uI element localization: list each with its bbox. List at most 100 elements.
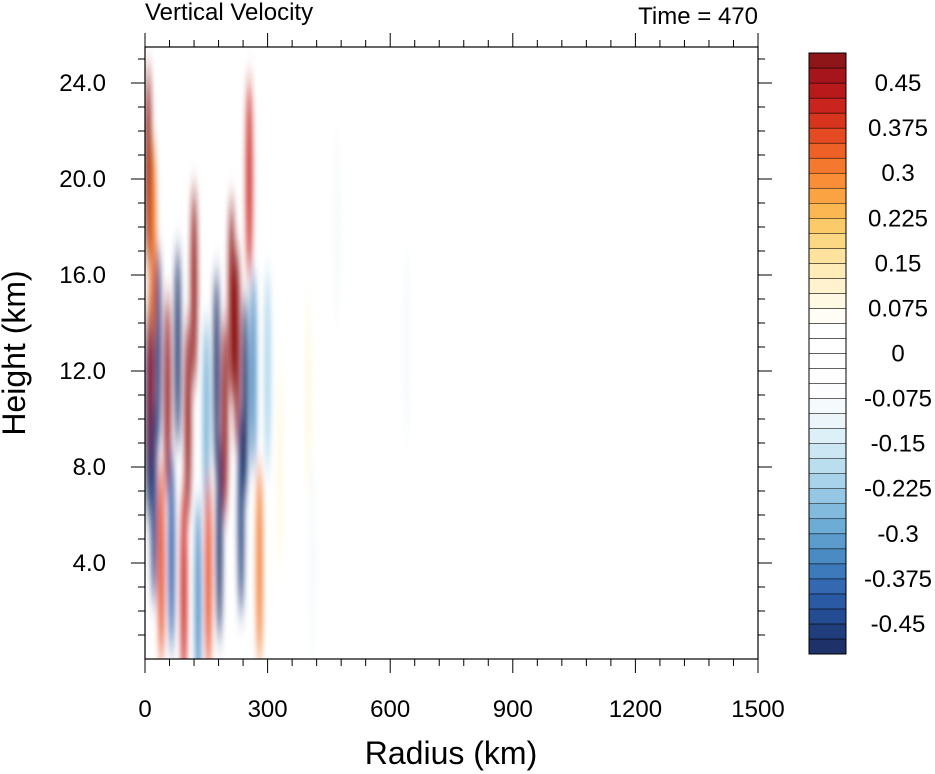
colorbar-swatch <box>808 548 847 565</box>
velocity-feature <box>216 438 223 640</box>
colorbar-swatch <box>808 233 847 249</box>
velocity-feature <box>221 318 228 520</box>
velocity-feature <box>403 246 410 448</box>
colorbar-swatch <box>808 52 847 69</box>
colorbar-swatch <box>808 623 847 640</box>
y-tick-labels: 4.0 8.0 12.0 16.0 20.0 24.0 <box>59 70 106 577</box>
chart-subtitle: Time = 470 <box>638 3 758 30</box>
colorbar-swatch <box>808 142 847 159</box>
x-tick-label: 300 <box>248 696 288 723</box>
velocity-feature <box>180 486 187 659</box>
colorbar-label: 0.375 <box>868 115 928 142</box>
colorbar-label: -0.3 <box>877 521 918 548</box>
velocity-feature <box>184 318 191 520</box>
velocity-feature <box>309 462 316 659</box>
colorbar-swatch <box>808 203 847 219</box>
colorbar-swatch <box>808 608 847 625</box>
colorbar-label: 0.15 <box>875 250 922 277</box>
velocity-feature <box>250 270 257 472</box>
colorbar-swatch <box>808 248 847 264</box>
velocity-feature <box>203 318 210 520</box>
colorbar-swatch <box>808 187 847 204</box>
colorbar-label: 0.45 <box>875 70 922 97</box>
colorbar-swatch <box>808 428 847 444</box>
colorbar <box>808 52 847 655</box>
colorbar-swatch <box>808 413 847 429</box>
colorbar-frame <box>808 52 847 655</box>
colorbar-swatch <box>808 443 847 459</box>
colorbar-label: 0.075 <box>868 295 928 322</box>
y-tick-label: 8.0 <box>73 454 106 481</box>
x-tick-labels: 0 300 600 900 1200 1500 <box>138 696 784 723</box>
colorbar-label: 0.225 <box>868 205 928 232</box>
y-tick-label: 20.0 <box>59 166 106 193</box>
y-tick-label: 12.0 <box>59 358 106 385</box>
colorbar-swatch <box>808 563 847 580</box>
y-tick-label: 4.0 <box>73 550 106 577</box>
colorbar-swatch <box>808 293 847 309</box>
velocity-feature <box>174 246 181 448</box>
x-tick-label: 900 <box>493 696 533 723</box>
colorbar-swatch <box>808 383 847 399</box>
velocity-feature <box>242 294 249 496</box>
colorbar-swatch <box>808 67 847 84</box>
velocity-feature <box>238 414 245 616</box>
x-tick-label: 1500 <box>731 696 784 723</box>
colorbar-swatch <box>808 518 847 535</box>
colorbar-swatch <box>808 112 847 129</box>
velocity-feature <box>256 462 263 659</box>
colorbar-swatch <box>808 82 847 99</box>
colorbar-label: -0.075 <box>864 386 932 413</box>
y-axis-label: Height (km) <box>0 270 32 435</box>
colorbar-label: 0.3 <box>881 160 914 187</box>
chart-title: Vertical Velocity <box>145 0 313 26</box>
colorbar-swatch <box>808 338 847 354</box>
colorbar-swatch <box>808 593 847 610</box>
velocity-feature <box>233 246 240 448</box>
colorbar-swatch <box>808 578 847 595</box>
colorbar-label: 0 <box>891 341 904 368</box>
colorbar-swatch <box>808 488 847 505</box>
velocity-feature <box>168 450 175 652</box>
velocity-feature <box>164 294 171 496</box>
colorbar-swatch <box>808 263 847 279</box>
velocity-feature <box>213 270 220 472</box>
plot-frame <box>144 46 759 660</box>
velocity-feature <box>264 270 271 472</box>
colorbar-label: -0.375 <box>864 566 932 593</box>
velocity-feature <box>228 198 235 400</box>
colorbar-swatch <box>808 503 847 520</box>
velocity-feature <box>334 126 341 328</box>
colorbar-label: -0.225 <box>864 476 932 503</box>
velocity-feature <box>150 138 157 340</box>
x-axis-label: Radius (km) <box>365 735 537 771</box>
colorbar-swatch <box>808 368 847 384</box>
colorbar-swatch <box>808 157 847 174</box>
colorbar-swatch <box>808 172 847 189</box>
colorbar-swatch <box>808 127 847 144</box>
colorbar-swatch <box>808 353 847 369</box>
colorbar-labels: 0.45 0.375 0.3 0.225 0.15 0.075 0 -0.075 -0.15 -0… <box>864 70 932 638</box>
velocity-feature <box>150 402 157 604</box>
colorbar-label: -0.45 <box>871 611 926 638</box>
colorbar-swatch <box>808 533 847 550</box>
axis-ticks <box>131 33 772 673</box>
velocity-feature <box>145 66 152 268</box>
velocity-feature <box>276 366 283 568</box>
colorbar-swatch <box>808 638 847 655</box>
colorbar-swatch <box>808 97 847 114</box>
x-tick-label: 600 <box>370 696 410 723</box>
y-tick-label: 24.0 <box>59 70 106 97</box>
colorbar-swatch <box>808 278 847 294</box>
y-tick-label: 16.0 <box>59 262 106 289</box>
velocity-feature <box>158 462 165 659</box>
colorbar-swatch <box>808 458 847 474</box>
colorbar-swatch <box>808 323 847 339</box>
velocity-feature <box>191 186 198 388</box>
velocity-feature <box>305 294 312 496</box>
velocity-feature <box>205 474 212 659</box>
colorbar-swatch <box>808 218 847 234</box>
x-tick-label: 1200 <box>609 696 662 723</box>
velocity-field <box>145 66 410 659</box>
